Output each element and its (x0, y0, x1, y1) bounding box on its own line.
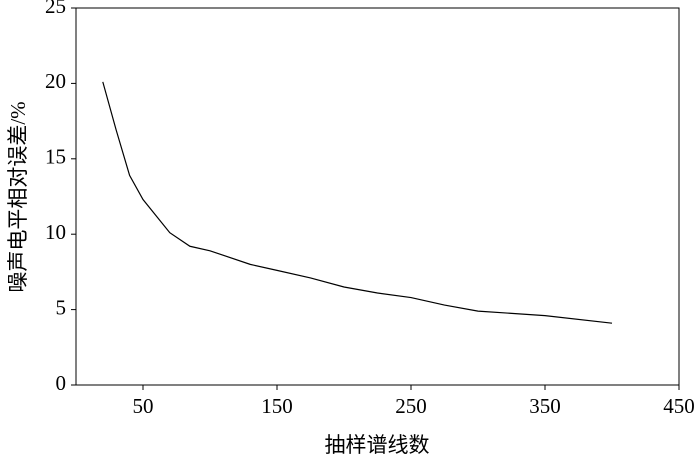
y-tick-label: 10 (45, 220, 66, 244)
y-tick-label: 15 (45, 145, 66, 169)
y-tick-label: 20 (45, 69, 66, 93)
data-line (102, 81, 613, 324)
y-tick-label: 25 (45, 0, 66, 18)
plot-frame (75, 7, 680, 386)
y-tick-label: 0 (56, 371, 67, 395)
x-tick-label: 50 (133, 394, 154, 418)
y-tick-label: 5 (56, 295, 67, 319)
x-tick-label: 250 (395, 394, 427, 418)
x-tick-label: 350 (529, 394, 561, 418)
x-tick-label: 150 (261, 394, 293, 418)
y-axis-label: 噪声电平相对误差/% (6, 101, 30, 292)
x-tick-label: 450 (663, 394, 695, 418)
x-axis-label: 抽样谱线数 (325, 433, 430, 457)
